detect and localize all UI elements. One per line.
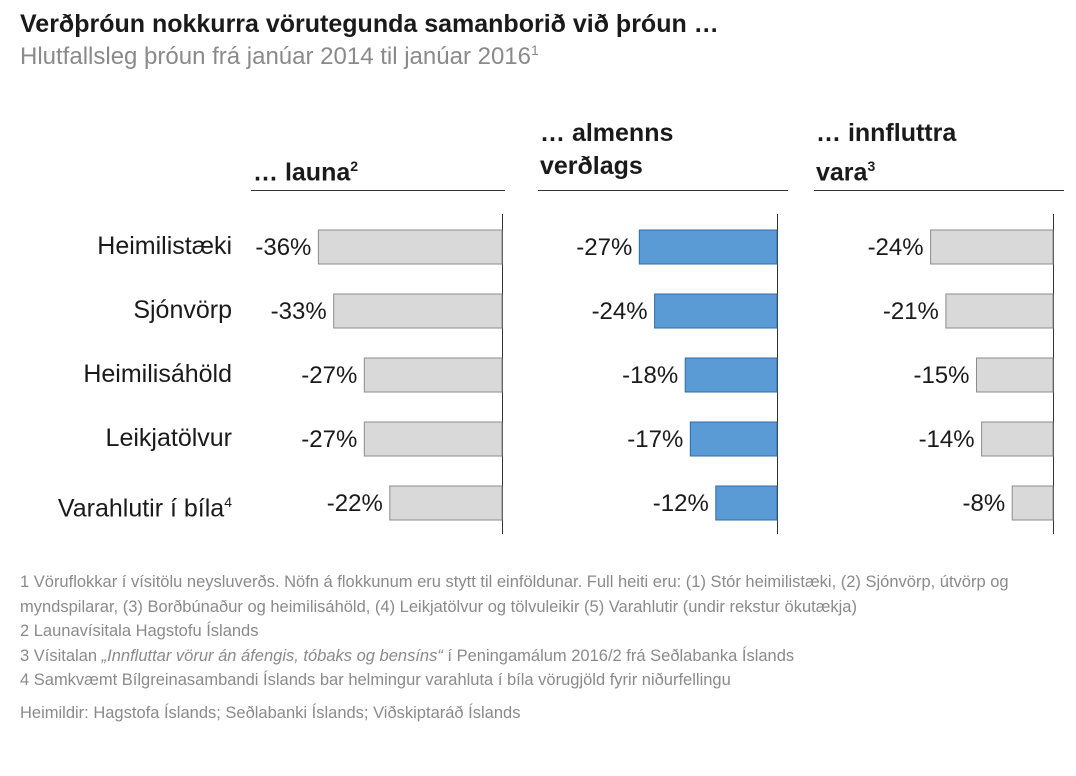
category-label-text: Varahlutir í bíla [57, 494, 225, 523]
footnote-3-suffix: í Peningamálum 2016/2 frá Seðlabanka Ísl… [442, 646, 795, 665]
bar-imported-goods [981, 421, 1054, 457]
data-label-wages: -22% [327, 490, 383, 517]
panel-title-imported-goods: … innfluttra vara3 [816, 117, 956, 189]
panel-title-general-prices-line1: … almenns [540, 119, 674, 147]
bar-imported-goods [930, 229, 1054, 265]
panel-title-imported-goods-line1: … innfluttra [816, 119, 957, 147]
bar-imported-goods [945, 293, 1054, 329]
bar-wages [317, 229, 503, 265]
data-label-wages: -27% [301, 426, 357, 453]
footnote-3-italic: „Innfluttar vörur án áfengis, tóbaks og … [101, 646, 443, 665]
category-label: Varahlutir í bíla4 [0, 484, 232, 526]
footnote-2: 2 Launavísitala Hagstofu Íslands [20, 622, 259, 640]
sources: Heimildir: Hagstofa Íslands; Seðlabanki … [20, 703, 521, 722]
panel-title-general-prices: … almenns verðlags [540, 117, 673, 183]
data-label-general-prices: -18% [622, 362, 678, 389]
bar-general-prices [689, 421, 778, 457]
chart-title: Verðþróun nokkurra vörutegunda samanbori… [20, 10, 719, 38]
panel-title-general-prices-line2: verðlags [540, 152, 643, 180]
data-label-imported-goods: -8% [963, 490, 1006, 517]
bar-wages [363, 357, 503, 393]
panel-title-imported-goods-sup: 3 [867, 158, 876, 174]
data-label-wages: -36% [255, 234, 311, 261]
bar-imported-goods [976, 357, 1054, 393]
data-label-general-prices: -27% [576, 234, 632, 261]
zero-axis-wages [502, 214, 503, 534]
panel-header-rule-imported-goods [814, 190, 1064, 191]
data-label-wages: -27% [301, 362, 357, 389]
footnotes: 1 Vöruflokkar í vísitölu neysluverðs. Nö… [20, 570, 1060, 725]
footnote-3: 3 Vísitalan „Innfluttar vörur án áfengis… [20, 644, 1060, 669]
bar-wages [333, 293, 503, 329]
subtitle-footnote-mark: 1 [531, 42, 539, 58]
data-label-imported-goods: -24% [868, 234, 924, 261]
panel-title-imported-goods-line2: vara [816, 158, 868, 187]
panel-header-rule-wages [251, 190, 505, 191]
panel-title-wages-text: … launa [253, 158, 351, 187]
panel-header-rule-general-prices [538, 190, 788, 191]
footnote-1: 1 Vöruflokkar í vísitölu neysluverðs. Nö… [20, 573, 1009, 616]
bar-wages [389, 485, 503, 521]
category-label: Leikjatölvur [105, 424, 232, 452]
bar-imported-goods [1011, 485, 1054, 521]
footnote-3-prefix: 3 Vísitalan [20, 646, 102, 665]
subtitle-text: Hlutfallsleg þróun frá janúar 2014 til j… [20, 43, 531, 70]
bar-wages [363, 421, 503, 457]
panel-title-wages-sup: 2 [350, 158, 359, 174]
bar-general-prices [654, 293, 778, 329]
panel-title-wages: … launa2 [253, 150, 358, 189]
category-label: Heimilisáhöld [83, 360, 232, 388]
data-label-general-prices: -24% [592, 298, 648, 325]
bar-general-prices [684, 357, 778, 393]
data-label-imported-goods: -15% [913, 362, 969, 389]
data-label-imported-goods: -21% [883, 298, 939, 325]
data-label-general-prices: -12% [653, 490, 709, 517]
footnote-4: 4 Samkvæmt Bílgreinasambandi Íslands bar… [20, 671, 731, 689]
category-footnote-mark: 4 [224, 494, 232, 510]
category-label: Sjónvörp [133, 296, 232, 324]
bar-general-prices [638, 229, 778, 265]
data-label-imported-goods: -14% [919, 426, 975, 453]
chart-subtitle: Hlutfallsleg þróun frá janúar 2014 til j… [20, 42, 539, 71]
bar-general-prices [715, 485, 778, 521]
data-label-general-prices: -17% [627, 426, 683, 453]
category-label: Heimilistæki [97, 232, 232, 260]
data-label-wages: -33% [271, 298, 327, 325]
